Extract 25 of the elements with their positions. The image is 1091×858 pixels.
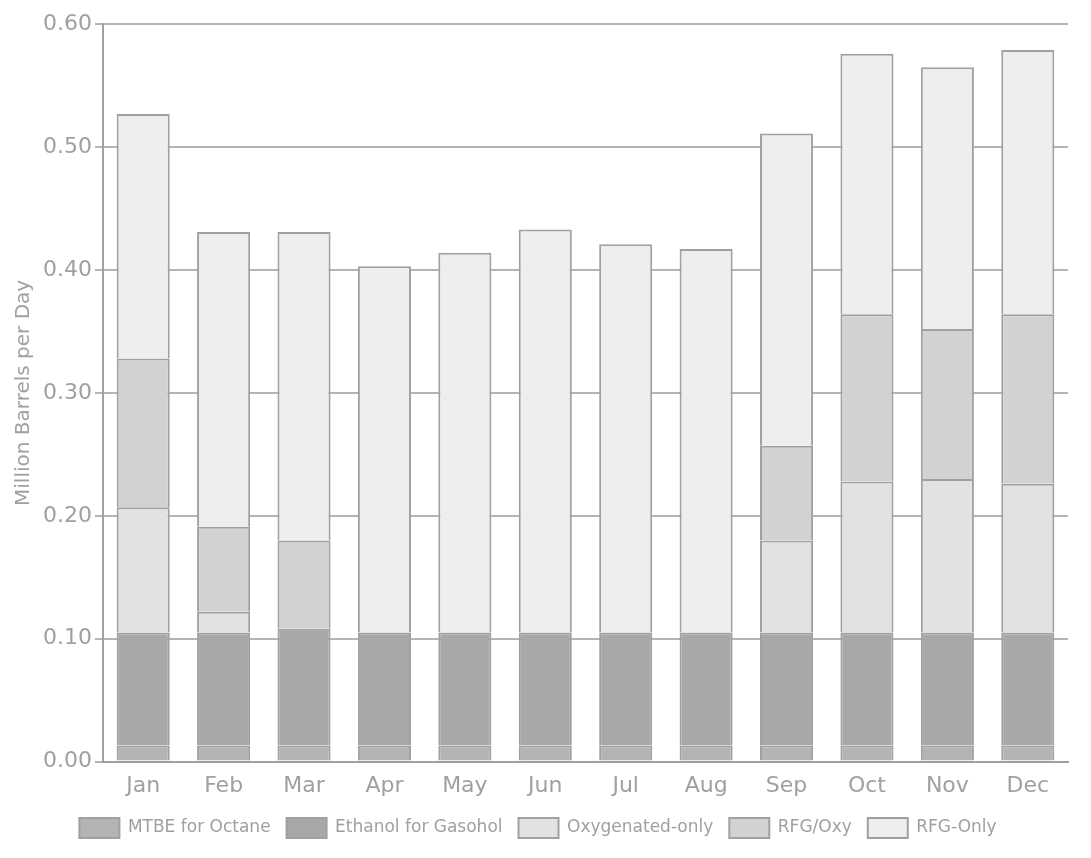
x-tick-label: Jul [610, 771, 639, 797]
y-tick-label: 0.40 [43, 255, 92, 281]
x-tick-label: Aug [684, 771, 728, 797]
y-tick-label: 0.50 [43, 132, 92, 158]
x-tick-label: Mar [283, 771, 326, 797]
x-tick-label: Feb [204, 771, 244, 797]
legend-label: Ethanol for Gasohol [335, 816, 503, 837]
x-tick-label: Nov [925, 771, 969, 797]
y-tick-label: 0.10 [43, 624, 92, 650]
x-tick-label: Apr [365, 771, 405, 797]
legend-label: RFG-Only [916, 816, 997, 837]
x-tick-label: Sep [765, 771, 808, 797]
y-axis-title: Million Barrels per Day [10, 279, 35, 506]
x-tick-label: Oct [847, 771, 887, 797]
y-tick-label: 0.30 [43, 378, 92, 404]
legend-label: MTBE for Octane [127, 816, 271, 837]
x-tick-label: Dec [1006, 771, 1050, 797]
x-tick-label: Jun [526, 771, 563, 797]
y-tick-label: 0.20 [43, 501, 92, 527]
legend-label: RFG/Oxy [777, 816, 852, 837]
y-tick-label: 0.60 [43, 9, 92, 35]
x-tick-label: Jan [124, 771, 161, 797]
legend-label: Oxygenated-only [567, 816, 714, 837]
x-tick-label: May [442, 771, 488, 797]
y-tick-label: 0.00 [43, 747, 92, 773]
